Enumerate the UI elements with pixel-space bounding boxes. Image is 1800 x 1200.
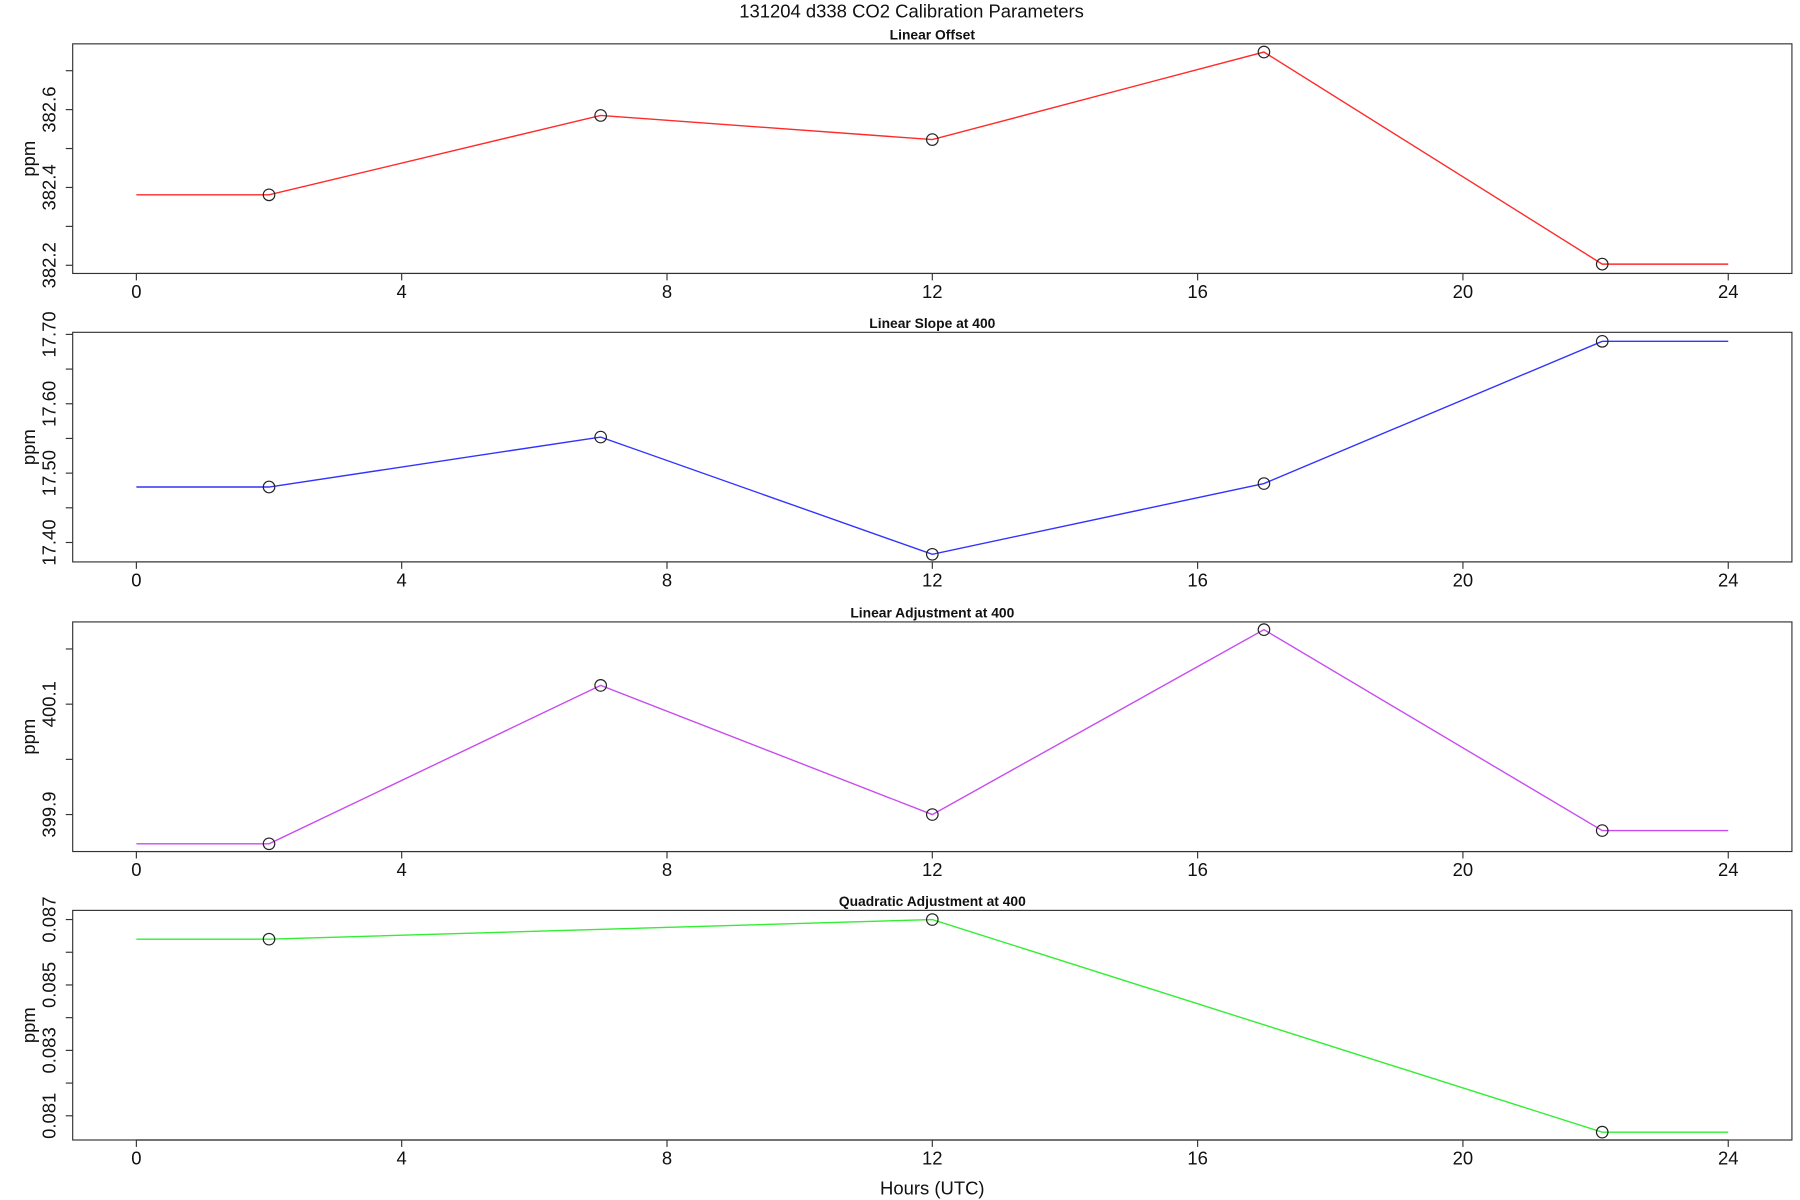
data-point [1595, 257, 1609, 271]
panel-title: Quadratic Adjustment at 400 [839, 893, 1026, 909]
x-tick-label: 0 [131, 1147, 141, 1168]
y-tick-label: 17.60 [39, 381, 60, 427]
x-tick-label: 4 [397, 859, 407, 880]
y-tick-label: 399.9 [39, 791, 60, 837]
x-tick-label: 16 [1187, 1147, 1208, 1168]
y-tick-label: 0.087 [39, 896, 60, 942]
x-tick-label: 0 [131, 281, 141, 302]
x-tick-label: 12 [922, 569, 943, 590]
data-point [925, 913, 939, 926]
data-line [136, 51, 1729, 265]
x-tick-label: 12 [922, 859, 943, 880]
y-tick-label: 0.085 [39, 962, 60, 1008]
data-point [1257, 45, 1271, 59]
data-point [594, 430, 608, 444]
data-point [262, 480, 276, 494]
data-line [136, 340, 1729, 556]
x-tick-label: 24 [1718, 1147, 1739, 1168]
y-axis-label: ppm [18, 429, 39, 465]
y-tick-label: 382.4 [39, 164, 60, 210]
x-axis-label: Hours (UTC) [880, 1177, 985, 1198]
data-point [1595, 824, 1609, 837]
data-point [1595, 334, 1609, 348]
x-tick-label: 0 [131, 859, 141, 880]
data-point [925, 808, 939, 821]
data-point [262, 837, 276, 851]
y-tick-label: 17.70 [39, 311, 60, 357]
data-point [925, 133, 939, 146]
data-point [262, 932, 276, 946]
x-tick-label: 24 [1718, 859, 1739, 880]
y-axis-label: ppm [18, 141, 39, 177]
x-tick-label: 20 [1453, 1147, 1474, 1168]
x-tick-label: 16 [1187, 859, 1208, 880]
x-tick-label: 4 [397, 1147, 407, 1168]
x-tick-label: 12 [922, 281, 943, 302]
y-tick-label: 17.50 [39, 450, 60, 496]
y-tick-label: 0.081 [39, 1093, 60, 1139]
data-point [1257, 623, 1271, 636]
y-axis-label: ppm [18, 1007, 39, 1043]
x-tick-label: 12 [922, 1147, 943, 1168]
x-tick-label: 20 [1453, 281, 1474, 302]
data-point [1595, 1125, 1609, 1139]
data-point [1257, 477, 1271, 490]
data-point [594, 109, 608, 122]
x-tick-label: 8 [662, 1147, 672, 1168]
y-tick-label: 0.083 [39, 1027, 60, 1073]
y-tick-label: 382.6 [39, 87, 60, 133]
y-tick-label: 17.40 [39, 519, 60, 565]
x-tick-label: 20 [1453, 859, 1474, 880]
data-line [136, 918, 1729, 1133]
x-tick-label: 4 [397, 281, 407, 302]
panel-title: Linear Slope at 400 [869, 315, 995, 331]
x-tick-label: 24 [1718, 281, 1739, 302]
panel-title: Linear Adjustment at 400 [850, 605, 1014, 621]
data-line [136, 628, 1729, 845]
x-tick-label: 16 [1187, 569, 1208, 590]
y-tick-label: 382.2 [39, 242, 60, 288]
data-point [262, 188, 276, 202]
x-tick-label: 24 [1718, 569, 1739, 590]
x-tick-label: 16 [1187, 281, 1208, 302]
y-tick-label: 400.1 [39, 681, 60, 727]
x-tick-label: 4 [397, 569, 407, 590]
x-tick-label: 20 [1453, 569, 1474, 590]
x-tick-label: 8 [662, 859, 672, 880]
data-point [594, 679, 608, 692]
x-tick-label: 8 [662, 569, 672, 590]
data-point [925, 547, 939, 561]
x-tick-label: 0 [131, 569, 141, 590]
x-tick-label: 8 [662, 281, 672, 302]
y-axis-label: ppm [18, 719, 39, 755]
panel-title: Linear Offset [890, 26, 976, 42]
figure-title: 131204 d338 CO2 Calibration Parameters [739, 1, 1084, 22]
